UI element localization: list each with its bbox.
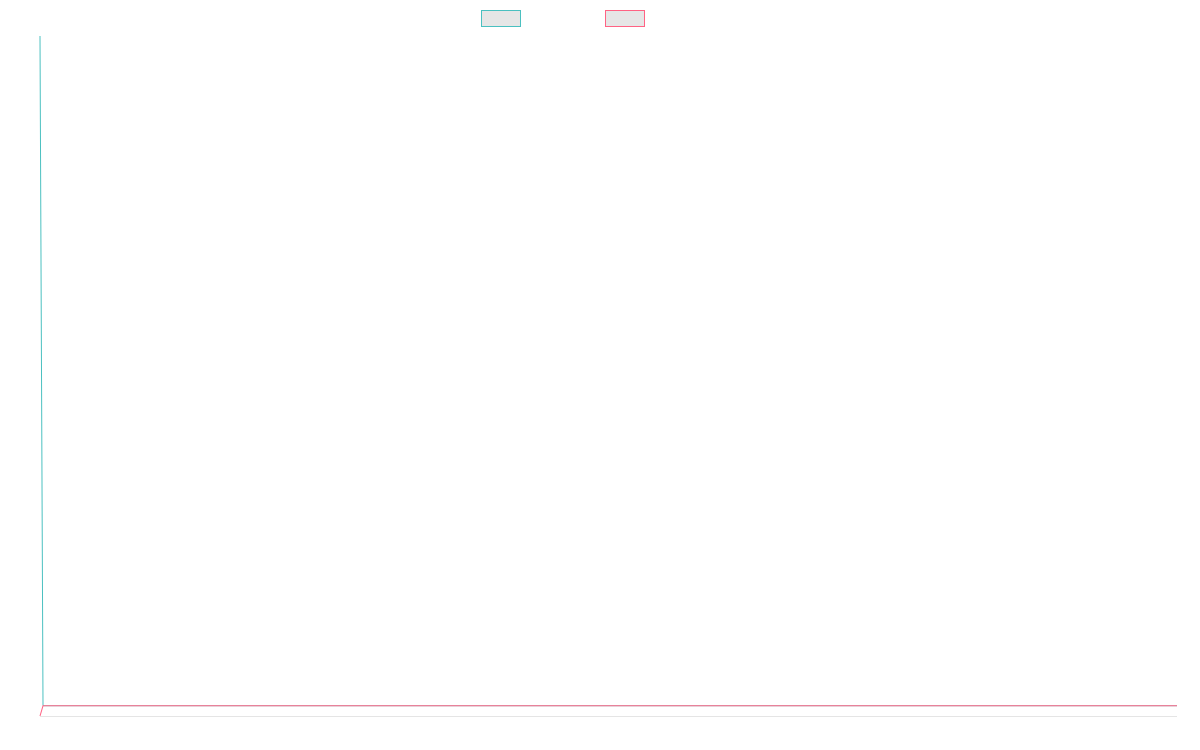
legend	[481, 10, 645, 27]
legend-swatch-1	[481, 10, 521, 27]
legend-swatch-2	[605, 10, 645, 27]
series-layer	[39, 35, 1177, 717]
series-line-2	[39, 705, 1177, 717]
series-line-1	[39, 35, 1177, 707]
legend-item-1[interactable]	[481, 10, 521, 27]
legend-item-2[interactable]	[605, 10, 645, 27]
plot-area	[39, 35, 1177, 717]
